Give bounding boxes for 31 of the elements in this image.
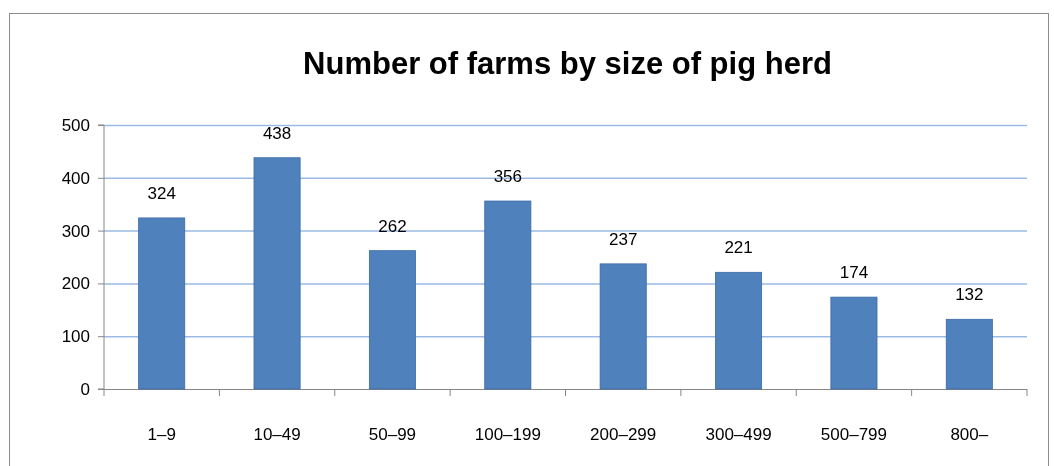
bar	[715, 271, 763, 390]
bar	[253, 157, 301, 390]
x-tick-label: 300–499	[705, 425, 772, 444]
x-tick-label: 10–49	[253, 425, 301, 444]
data-label: 438	[262, 123, 292, 143]
x-tick-label: 1–9	[147, 425, 176, 444]
y-tick-label: 300	[61, 221, 90, 241]
y-tick-label: 100	[61, 327, 90, 347]
x-tick-label: 800–	[950, 425, 989, 444]
data-label: 221	[724, 238, 753, 258]
y-tick-label: 200	[61, 274, 90, 294]
bar	[599, 263, 647, 390]
data-label: 237	[609, 229, 638, 249]
y-tick-label: 0	[80, 379, 90, 399]
y-tick-label: 500	[61, 115, 90, 135]
x-tick-label: 200–299	[590, 425, 657, 444]
data-label: 356	[493, 167, 522, 187]
x-tick-label: 500–799	[820, 425, 888, 444]
y-tick-label: 400	[61, 168, 90, 188]
data-label: 174	[839, 263, 869, 283]
bar	[484, 200, 532, 390]
bar	[945, 318, 993, 390]
data-label: 324	[147, 183, 176, 203]
data-label: 132	[955, 285, 984, 305]
data-label: 262	[378, 216, 407, 236]
chart-title: Number of farms by size of pig herd	[303, 46, 832, 81]
x-tick-label: 50–99	[368, 425, 417, 444]
x-tick-label: 100–199	[474, 425, 541, 444]
bar	[830, 296, 878, 390]
bar	[138, 217, 186, 390]
bar	[368, 250, 416, 390]
